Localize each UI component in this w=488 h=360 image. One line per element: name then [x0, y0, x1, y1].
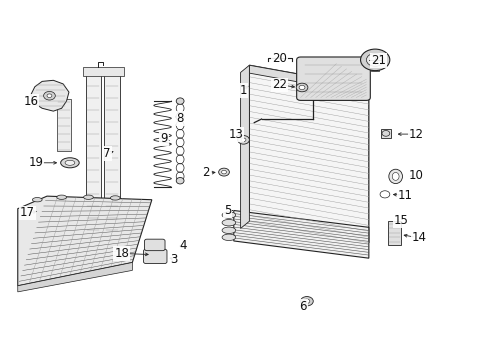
- Bar: [387, 221, 400, 244]
- Text: 9: 9: [160, 132, 167, 145]
- Circle shape: [47, 94, 52, 98]
- Ellipse shape: [65, 160, 75, 165]
- Text: 7: 7: [103, 147, 110, 159]
- Circle shape: [366, 53, 383, 66]
- Bar: [370, 63, 378, 71]
- FancyBboxPatch shape: [143, 249, 166, 264]
- Ellipse shape: [222, 234, 235, 240]
- Text: 8: 8: [176, 112, 183, 125]
- Bar: [104, 71, 120, 234]
- Text: 14: 14: [411, 231, 426, 244]
- Circle shape: [237, 135, 249, 144]
- Text: 11: 11: [397, 189, 412, 202]
- Text: 13: 13: [228, 127, 243, 141]
- Polygon shape: [31, 80, 69, 111]
- Text: 19: 19: [28, 156, 43, 169]
- Circle shape: [360, 49, 389, 71]
- Circle shape: [43, 91, 55, 100]
- Circle shape: [304, 299, 309, 303]
- Circle shape: [296, 83, 307, 92]
- Text: 21: 21: [370, 54, 386, 67]
- Polygon shape: [18, 262, 132, 292]
- Text: 1: 1: [239, 84, 247, 97]
- Text: 3: 3: [170, 253, 177, 266]
- Ellipse shape: [388, 169, 402, 184]
- FancyBboxPatch shape: [296, 57, 369, 100]
- Ellipse shape: [222, 212, 235, 218]
- Circle shape: [218, 168, 229, 176]
- Ellipse shape: [32, 198, 42, 202]
- Polygon shape: [233, 211, 368, 258]
- Bar: [86, 71, 101, 234]
- Ellipse shape: [222, 220, 235, 226]
- Bar: [57, 99, 71, 151]
- Circle shape: [300, 297, 313, 306]
- Circle shape: [241, 138, 245, 141]
- Text: 22: 22: [271, 78, 286, 91]
- Ellipse shape: [176, 98, 183, 104]
- Ellipse shape: [110, 196, 120, 200]
- Circle shape: [381, 131, 389, 136]
- Ellipse shape: [61, 158, 79, 168]
- Text: 18: 18: [114, 247, 129, 260]
- Ellipse shape: [222, 227, 235, 234]
- Text: 12: 12: [408, 127, 423, 141]
- Bar: [82, 67, 124, 76]
- Text: 15: 15: [393, 214, 408, 227]
- Polygon shape: [240, 65, 249, 228]
- Polygon shape: [18, 196, 152, 286]
- FancyBboxPatch shape: [144, 239, 164, 251]
- Circle shape: [221, 170, 226, 174]
- Text: 2: 2: [202, 166, 209, 179]
- Ellipse shape: [57, 195, 66, 199]
- Text: 6: 6: [299, 300, 306, 313]
- Text: 10: 10: [408, 169, 423, 182]
- Polygon shape: [249, 65, 368, 95]
- Circle shape: [299, 85, 305, 90]
- Ellipse shape: [176, 177, 183, 184]
- Text: 16: 16: [23, 95, 39, 108]
- Bar: [380, 129, 390, 138]
- Text: 17: 17: [20, 207, 35, 220]
- Ellipse shape: [83, 195, 93, 199]
- Text: 5: 5: [224, 204, 231, 217]
- Text: 4: 4: [180, 239, 187, 252]
- Ellipse shape: [391, 172, 398, 180]
- Text: 20: 20: [272, 51, 286, 64]
- Polygon shape: [249, 65, 368, 243]
